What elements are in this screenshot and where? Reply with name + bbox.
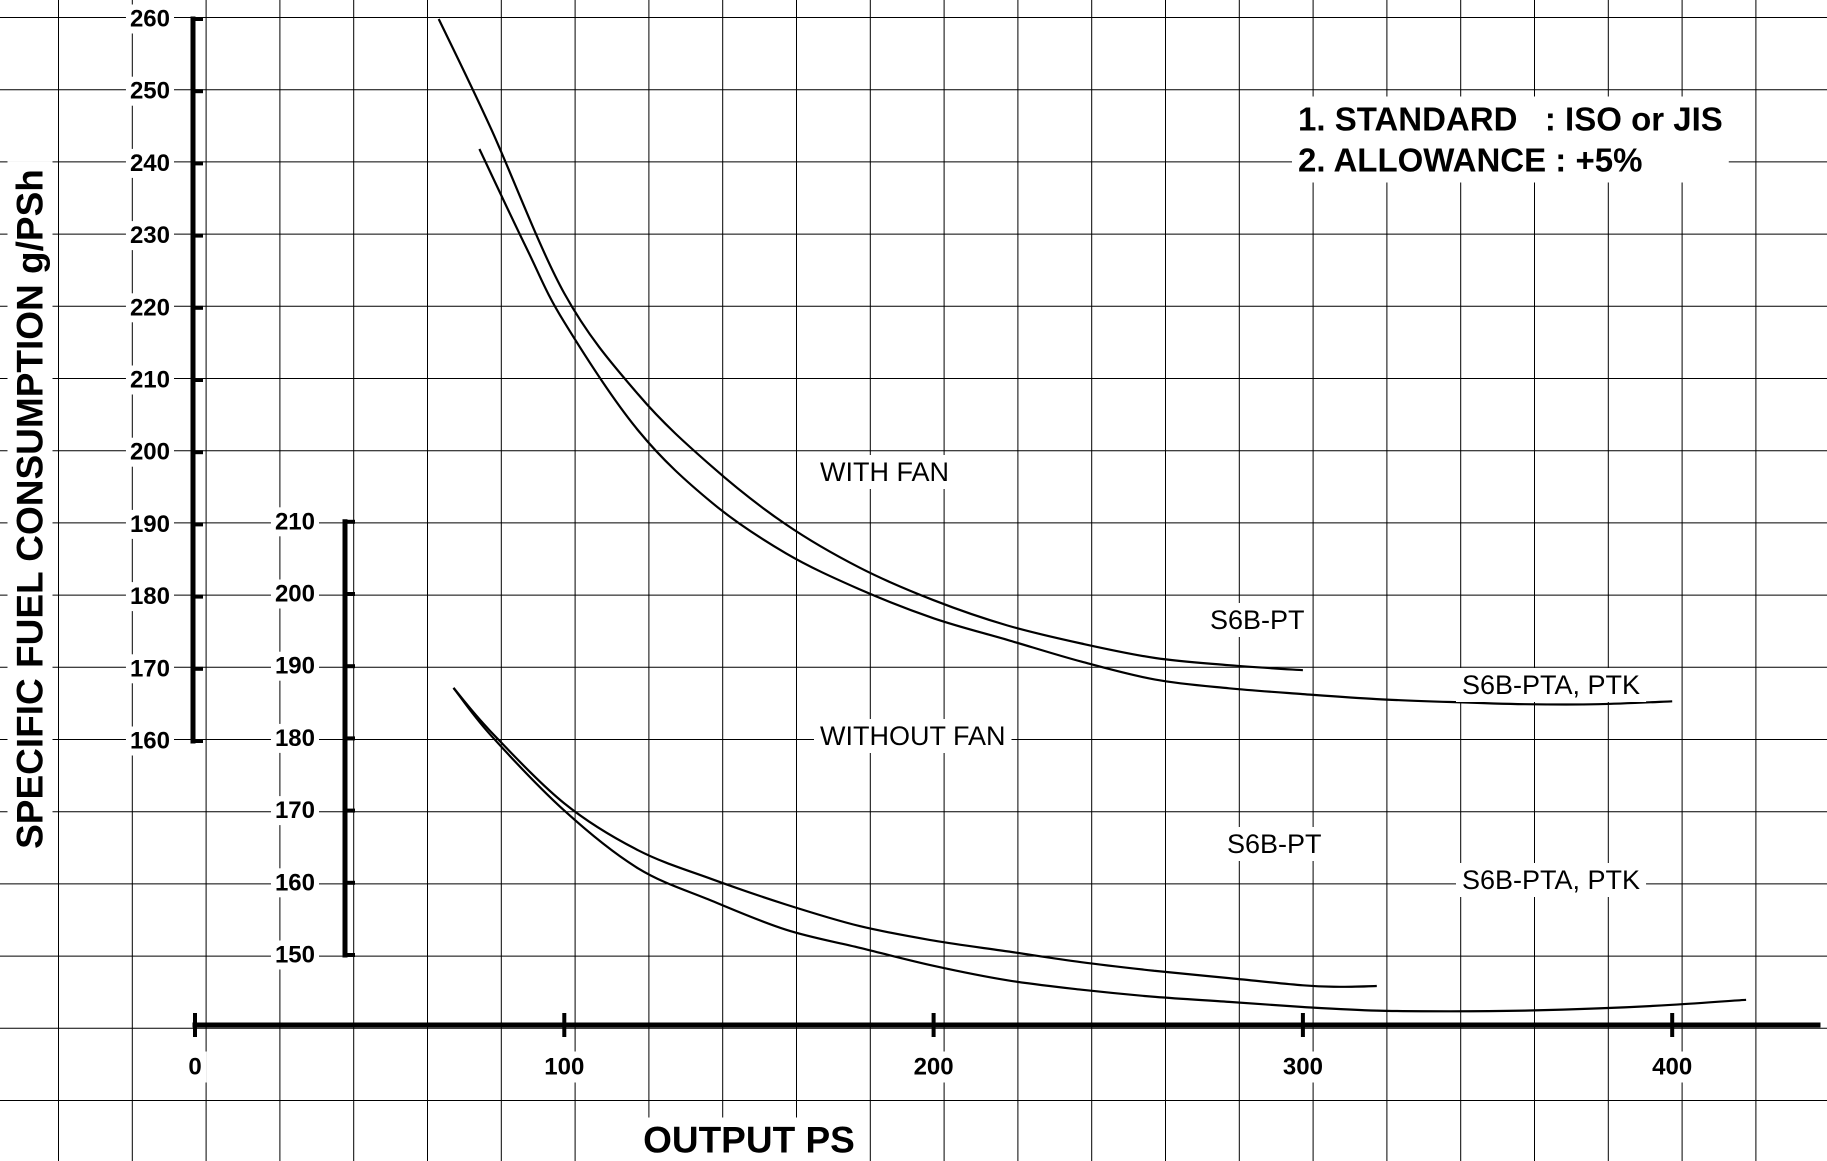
y2-tick-label: 210 — [275, 508, 315, 535]
group-label-0: WITH FAN — [820, 457, 949, 487]
y1-tick-label: 180 — [130, 583, 170, 610]
y1-tick-label: 200 — [130, 439, 170, 466]
x-axis-title: OUTPUT PS — [643, 1120, 855, 1161]
y1-tick-label: 170 — [130, 655, 170, 682]
x-tick-label: 100 — [544, 1054, 584, 1081]
y2-tick-label: 180 — [275, 725, 315, 752]
y1-tick-label: 210 — [130, 367, 170, 394]
y1-tick-label: 240 — [130, 150, 170, 177]
y1-tick-label: 260 — [130, 6, 170, 33]
series-line-0 — [439, 19, 1303, 670]
series-label-3: S6B-PTA, PTK — [1462, 865, 1640, 895]
x-tick-label: 400 — [1652, 1054, 1692, 1081]
y2-tick-label: 150 — [275, 942, 315, 969]
y1-tick-label: 220 — [130, 294, 170, 321]
labels: 0 100 200 300 400 160 170 180 190 200 210 220 230 240… — [8, 5, 1729, 1161]
y2-tick-label: 170 — [275, 797, 315, 824]
y2-tick-label: 160 — [275, 869, 315, 896]
x-tick-label: 300 — [1283, 1054, 1323, 1081]
y1-tick-label: 190 — [130, 511, 170, 538]
series-label-0: S6B-PT — [1210, 605, 1305, 635]
y1-tick-label: 160 — [130, 728, 170, 755]
series-line-1 — [479, 149, 1672, 705]
x-tick-label: 0 — [188, 1054, 201, 1081]
y1-tick-label: 250 — [130, 78, 170, 105]
y1-tick-label: 230 — [130, 222, 170, 249]
x-tick-label: 200 — [914, 1054, 954, 1081]
series-label-2: S6B-PT — [1227, 829, 1322, 859]
note-1: 1. STANDARD : ISO or JIS — [1298, 101, 1723, 138]
y-axis-title: SPECIFIC FUEL CONSUMPTION g/PSh — [10, 169, 51, 849]
series-line-3 — [454, 688, 1747, 1011]
note-2: 2. ALLOWANCE : +5% — [1298, 142, 1642, 179]
series-label-1: S6B-PTA, PTK — [1462, 670, 1640, 700]
y2-tick-label: 200 — [275, 581, 315, 608]
group-label-1: WITHOUT FAN — [820, 721, 1006, 751]
y2-tick-label: 190 — [275, 653, 315, 680]
